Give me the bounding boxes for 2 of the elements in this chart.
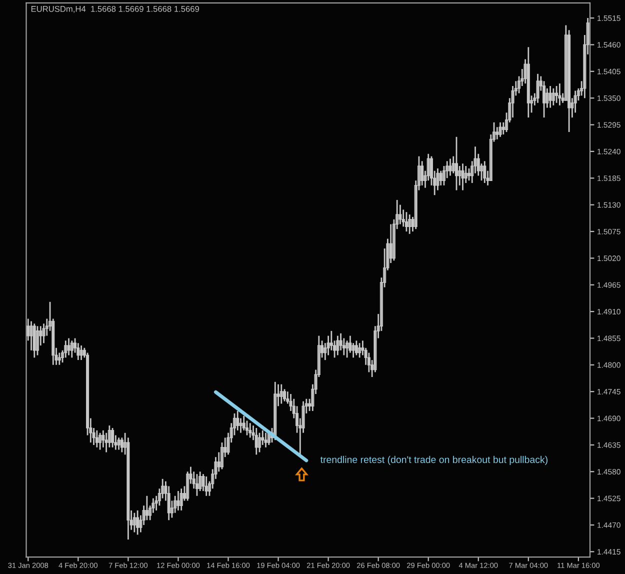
annotation: trendline retest (don't trade on breakout but pullback) [320,456,548,465]
chart-title: EURUSDm,H4 1.5668 1.5669 1.5668 1.5669 [31,6,199,13]
